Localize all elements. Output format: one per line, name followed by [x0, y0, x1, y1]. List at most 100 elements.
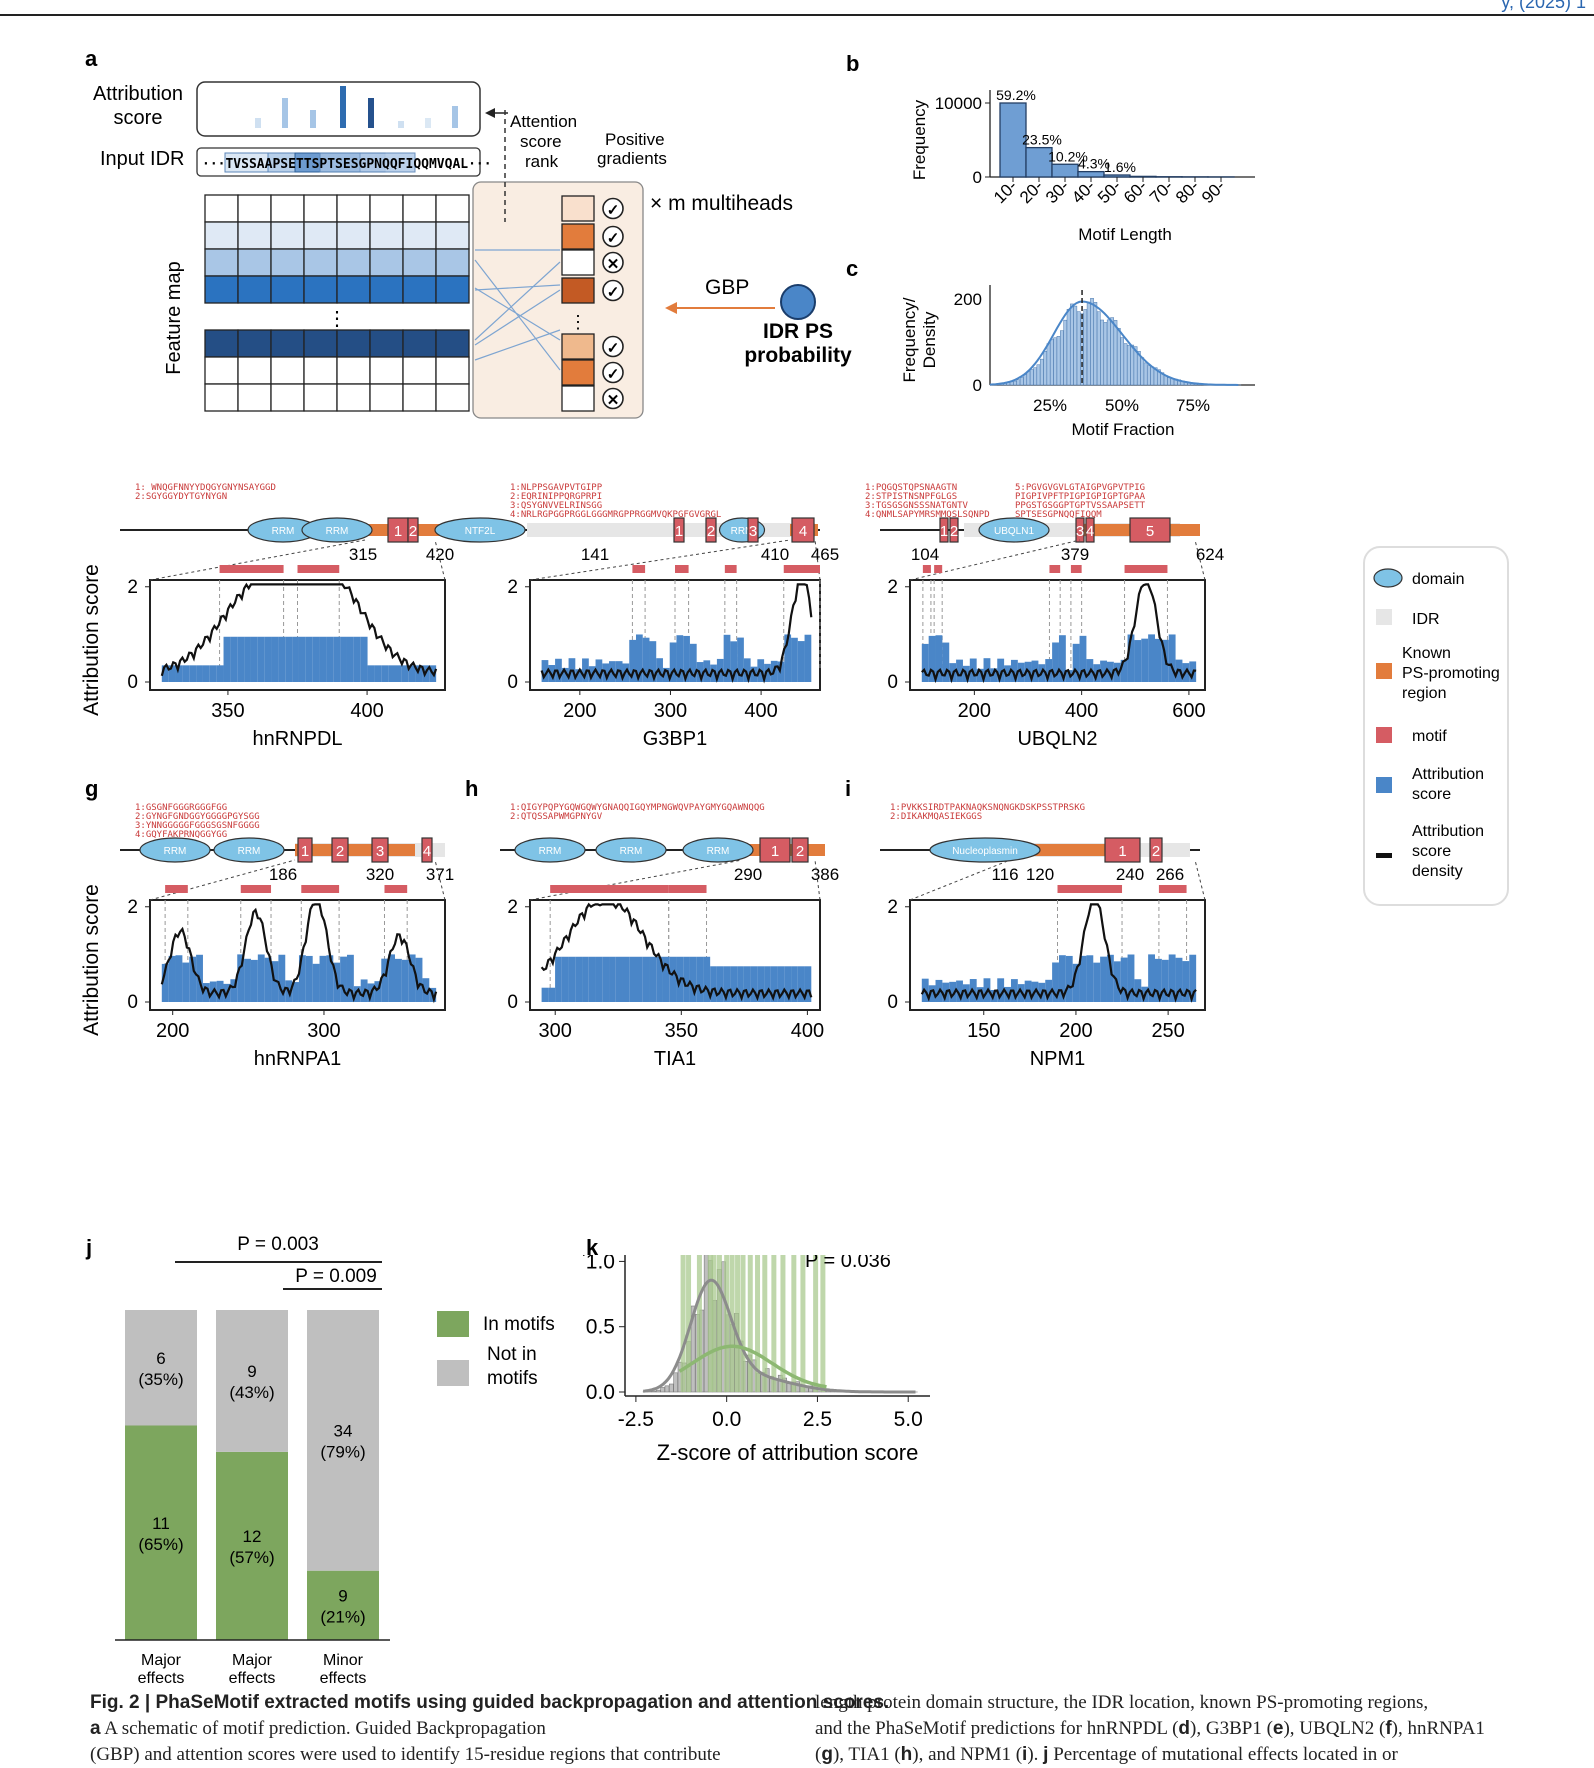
motif-number: 5 — [1146, 523, 1154, 540]
c-ylabel-2: Density — [920, 311, 939, 368]
caption-right-1: length protein domain structure, the IDR… — [815, 1690, 1594, 1716]
journal-link[interactable]: y, (2025) 1 — [1501, 0, 1586, 13]
protein-panel-UBQLN2: f1:PQGQSTQPSNAAGTN2:STPISTNSNPFGLGS3:TGS… — [845, 480, 1224, 750]
attribution-bar — [244, 637, 251, 682]
attribution-bar — [230, 637, 237, 682]
panel-label-a: a — [85, 46, 98, 71]
attribution-bar — [562, 957, 569, 1002]
gradient-cell — [562, 278, 594, 303]
c-bin — [1141, 358, 1144, 385]
j-legend-not-swatch — [437, 1360, 469, 1386]
feature-cell — [370, 384, 403, 411]
feature-cell — [271, 330, 304, 357]
attribution-bar — [697, 957, 704, 1002]
feature-cell — [337, 195, 370, 222]
feature-cell — [337, 357, 370, 384]
attribution-bar — [237, 637, 244, 682]
feature-cell — [271, 249, 304, 276]
j-bar-not — [125, 1310, 197, 1426]
multiheads-label: × m multiheads — [650, 192, 793, 215]
input-idr-label: Input IDR — [100, 148, 184, 170]
j-label-in: 12 — [243, 1527, 262, 1546]
attribution-bar — [616, 957, 623, 1002]
attribution-bar — [395, 665, 402, 682]
j-label-in-pct: (57%) — [229, 1548, 274, 1567]
motif-sequence: 4:NRLRGPGGPRGGLGGGMRGPPRGGMVQKPGFGVGRGL — [510, 510, 721, 520]
panel-label-f: f — [845, 480, 853, 481]
attribution-bar — [602, 957, 609, 1002]
motif-number: 1 — [675, 523, 683, 540]
attr-xtick: 300 — [654, 700, 687, 722]
motif-segment — [725, 565, 737, 573]
position-label: 120 — [1026, 865, 1054, 884]
motif-number: 1 — [940, 523, 948, 540]
attribution-bar — [582, 957, 589, 1002]
attribution-bar — [251, 637, 258, 682]
k-ytick: 1.0 — [586, 1255, 615, 1273]
k-major-effect-bar — [735, 1255, 740, 1392]
j-category: Major — [141, 1652, 182, 1669]
motif-number: 3 — [1076, 523, 1084, 540]
motif-number: 1 — [771, 843, 779, 860]
b-pct-label: 59.2% — [996, 87, 1036, 103]
j-label-not-pct: (35%) — [138, 1370, 183, 1389]
attribution-bar — [623, 957, 630, 1002]
c-bin — [1104, 322, 1107, 385]
glyph: ✓ — [607, 366, 620, 383]
caption-part: ), TIA1 ( — [833, 1744, 901, 1765]
c-bin — [1117, 328, 1120, 385]
c-bin — [1097, 312, 1100, 385]
domain-label: RRM — [326, 526, 349, 537]
caption-part: g — [821, 1744, 833, 1765]
attribution-bar — [354, 637, 361, 682]
c-bin — [1030, 370, 1033, 385]
attr-xtick: 400 — [791, 1020, 824, 1042]
attr-bar — [282, 98, 288, 128]
domain-label: RRM — [164, 846, 187, 857]
attr-ytick: 2 — [507, 897, 518, 918]
attr-bar — [425, 118, 431, 128]
attribution-bar — [320, 956, 327, 1002]
motif-segment — [669, 885, 707, 893]
c-histogram — [990, 290, 1241, 385]
attribution-bar — [299, 637, 306, 682]
c-bin — [1111, 318, 1114, 385]
attribution-bar — [292, 637, 299, 682]
motif-sequence: 2:QTQSSAPWMGPNYGV — [510, 812, 603, 822]
attr-bar — [310, 110, 316, 128]
k-background-bin — [674, 1373, 678, 1392]
c-bin — [1077, 312, 1080, 385]
c-bin — [1121, 338, 1124, 385]
attr-ytick: 2 — [887, 897, 898, 918]
k-major-effect-bar — [748, 1255, 753, 1392]
attribution-bar — [251, 960, 258, 1002]
c-bin — [1124, 344, 1127, 385]
b-ytick-10000: 10000 — [935, 94, 982, 113]
j-label-in: 9 — [338, 1586, 347, 1605]
domain-label: RRM — [620, 846, 643, 857]
attribution-bar — [244, 959, 251, 1002]
j-category: effects — [229, 1670, 276, 1685]
attribution-bar — [224, 637, 231, 682]
attr-bar — [452, 106, 458, 128]
caption-a: a — [90, 1718, 101, 1739]
b-xtick: 10- — [990, 176, 1021, 207]
motif-sequence: 2:SGYGGYDYTGYNYGN — [135, 492, 227, 502]
attr-ylabel: Attribution score — [80, 884, 103, 1036]
motif-segment — [632, 565, 645, 573]
feature-cell — [271, 384, 304, 411]
feature-cell — [205, 222, 238, 249]
motif-segment — [1058, 885, 1123, 893]
k-major-effect-bar — [717, 1255, 722, 1392]
caption-line3: (GBP) and attention scores were used to … — [90, 1742, 780, 1768]
c-bin — [1054, 338, 1057, 385]
panel-label-g: g — [85, 776, 98, 801]
feature-cell — [403, 384, 436, 411]
attribution-bar — [306, 637, 313, 682]
feature-cell — [436, 330, 469, 357]
k-major-effect-bar — [813, 1255, 818, 1392]
b-xtick: 20- — [1016, 176, 1047, 207]
k-ytick: 0.5 — [586, 1316, 615, 1339]
k-major-effect-bar — [724, 1255, 729, 1392]
